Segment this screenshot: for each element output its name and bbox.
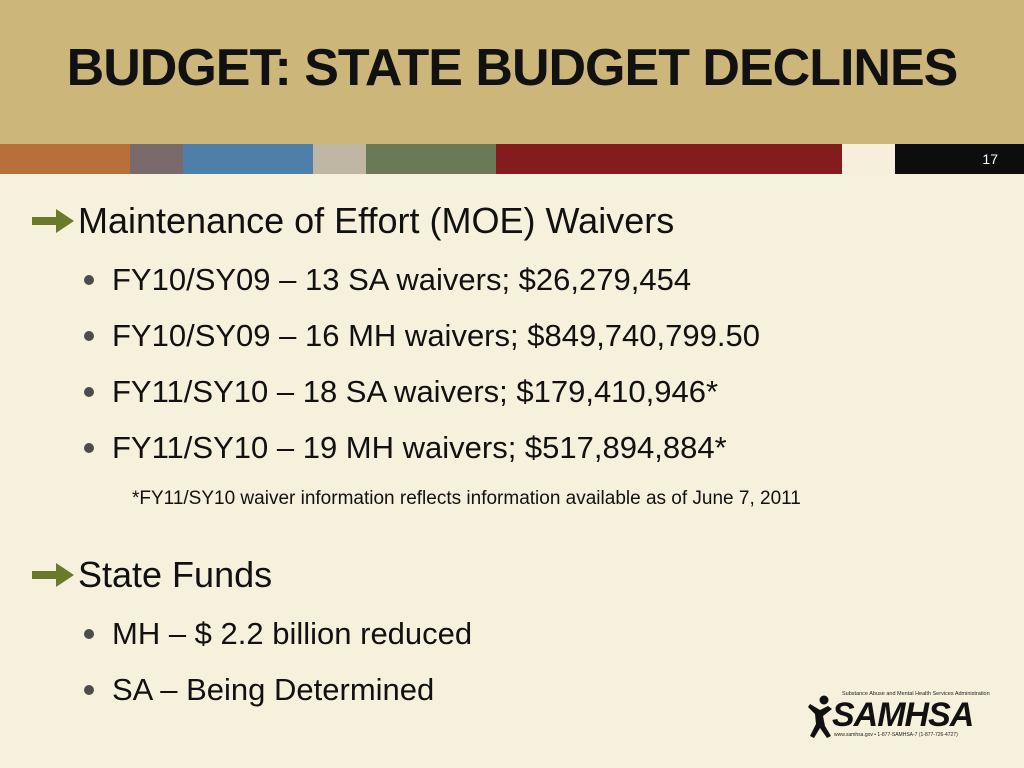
color-stripe-4 (313, 144, 366, 174)
list-item-text: MH – $ 2.2 billion reduced (112, 616, 473, 651)
bullet-icon (84, 443, 94, 453)
list-item: FY10/SY09 – 13 SA waivers; $26,279,454 (76, 262, 691, 298)
list-item-text: FY11/SY10 – 19 MH waivers; $517,894,884* (112, 430, 727, 465)
list-item-text: FY10/SY09 – 16 MH waivers; $849,740,799.… (112, 318, 760, 353)
section-heading-label: State Funds (78, 554, 273, 595)
color-stripe-1 (0, 144, 130, 174)
color-stripe-5 (366, 144, 496, 174)
person-figure-icon (808, 695, 832, 738)
section-heading-label: Maintenance of Effort (MOE) Waivers (78, 200, 675, 241)
list-item-text: SA – Being Determined (112, 672, 435, 707)
list-item: FY11/SY10 – 18 SA waivers; $179,410,946* (76, 374, 718, 410)
right-arrow-icon (32, 563, 74, 587)
logo-tagline: Substance Abuse and Mental Health Servic… (842, 691, 990, 697)
section-heading-state-funds: State Funds (30, 554, 272, 596)
samhsa-logo: Substance Abuse and Mental Health Servic… (806, 690, 990, 742)
bullet-icon (84, 685, 94, 695)
slide-number: 17 (982, 151, 998, 167)
footnote: *FY11/SY10 waiver information reflects i… (132, 488, 801, 509)
list-item: FY11/SY10 – 19 MH waivers; $517,894,884* (76, 430, 727, 466)
list-item-text: FY11/SY10 – 18 SA waivers; $179,410,946* (112, 374, 719, 409)
list-item: FY10/SY09 – 16 MH waivers; $849,740,799.… (76, 318, 760, 354)
logo-wordmark: SAMHSA (832, 696, 974, 734)
list-item: MH – $ 2.2 billion reduced (76, 616, 472, 652)
logo-contact: www.samhsa.gov • 1-877-SAMHSA-7 (1-877-7… (834, 732, 958, 738)
color-stripe-2 (130, 144, 183, 174)
color-stripe-3 (183, 144, 313, 174)
list-item-text: FY10/SY09 – 13 SA waivers; $26,279,454 (112, 262, 692, 297)
color-stripe-7 (842, 144, 895, 174)
bullet-icon (84, 275, 94, 285)
bullet-icon (84, 629, 94, 639)
section-heading-moe: Maintenance of Effort (MOE) Waivers (30, 200, 674, 242)
slide-number-box: 17 (895, 144, 1024, 174)
right-arrow-icon (32, 209, 74, 233)
slide-title: BUDGET: STATE BUDGET DECLINES (66, 39, 959, 97)
bullet-icon (84, 387, 94, 397)
color-stripe-6 (496, 144, 842, 174)
bullet-icon (84, 331, 94, 341)
title-band: BUDGET: STATE BUDGET DECLINES (0, 0, 1024, 144)
list-item: SA – Being Determined (76, 672, 434, 708)
